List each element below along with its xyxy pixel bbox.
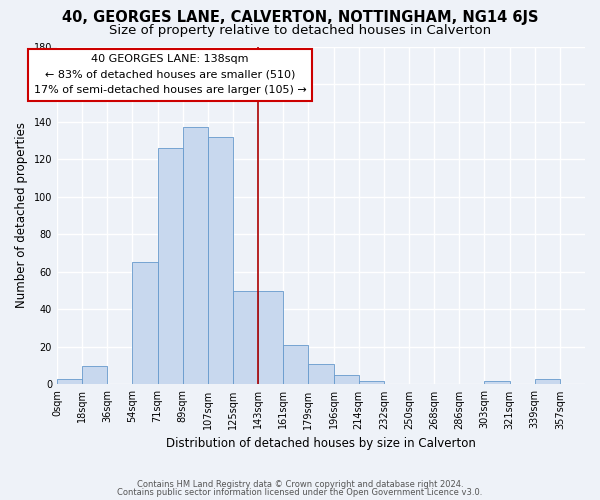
Text: Contains public sector information licensed under the Open Government Licence v3: Contains public sector information licen… [118,488,482,497]
Bar [359,380,384,384]
Bar [233,290,258,384]
Text: 40 GEORGES LANE: 138sqm
← 83% of detached houses are smaller (510)
17% of semi-d: 40 GEORGES LANE: 138sqm ← 83% of detache… [34,54,307,96]
Bar [57,379,82,384]
X-axis label: Distribution of detached houses by size in Calverton: Distribution of detached houses by size … [166,437,476,450]
Bar [208,136,233,384]
Text: Size of property relative to detached houses in Calverton: Size of property relative to detached ho… [109,24,491,37]
Bar [158,148,182,384]
Y-axis label: Number of detached properties: Number of detached properties [15,122,28,308]
Text: 40, GEORGES LANE, CALVERTON, NOTTINGHAM, NG14 6JS: 40, GEORGES LANE, CALVERTON, NOTTINGHAM,… [62,10,538,25]
Bar [308,364,334,384]
Bar [535,379,560,384]
Bar [334,375,359,384]
Bar [182,127,208,384]
Text: Contains HM Land Registry data © Crown copyright and database right 2024.: Contains HM Land Registry data © Crown c… [137,480,463,489]
Bar [82,366,107,384]
Bar [133,262,158,384]
Bar [258,290,283,384]
Bar [283,345,308,385]
Bar [484,380,509,384]
